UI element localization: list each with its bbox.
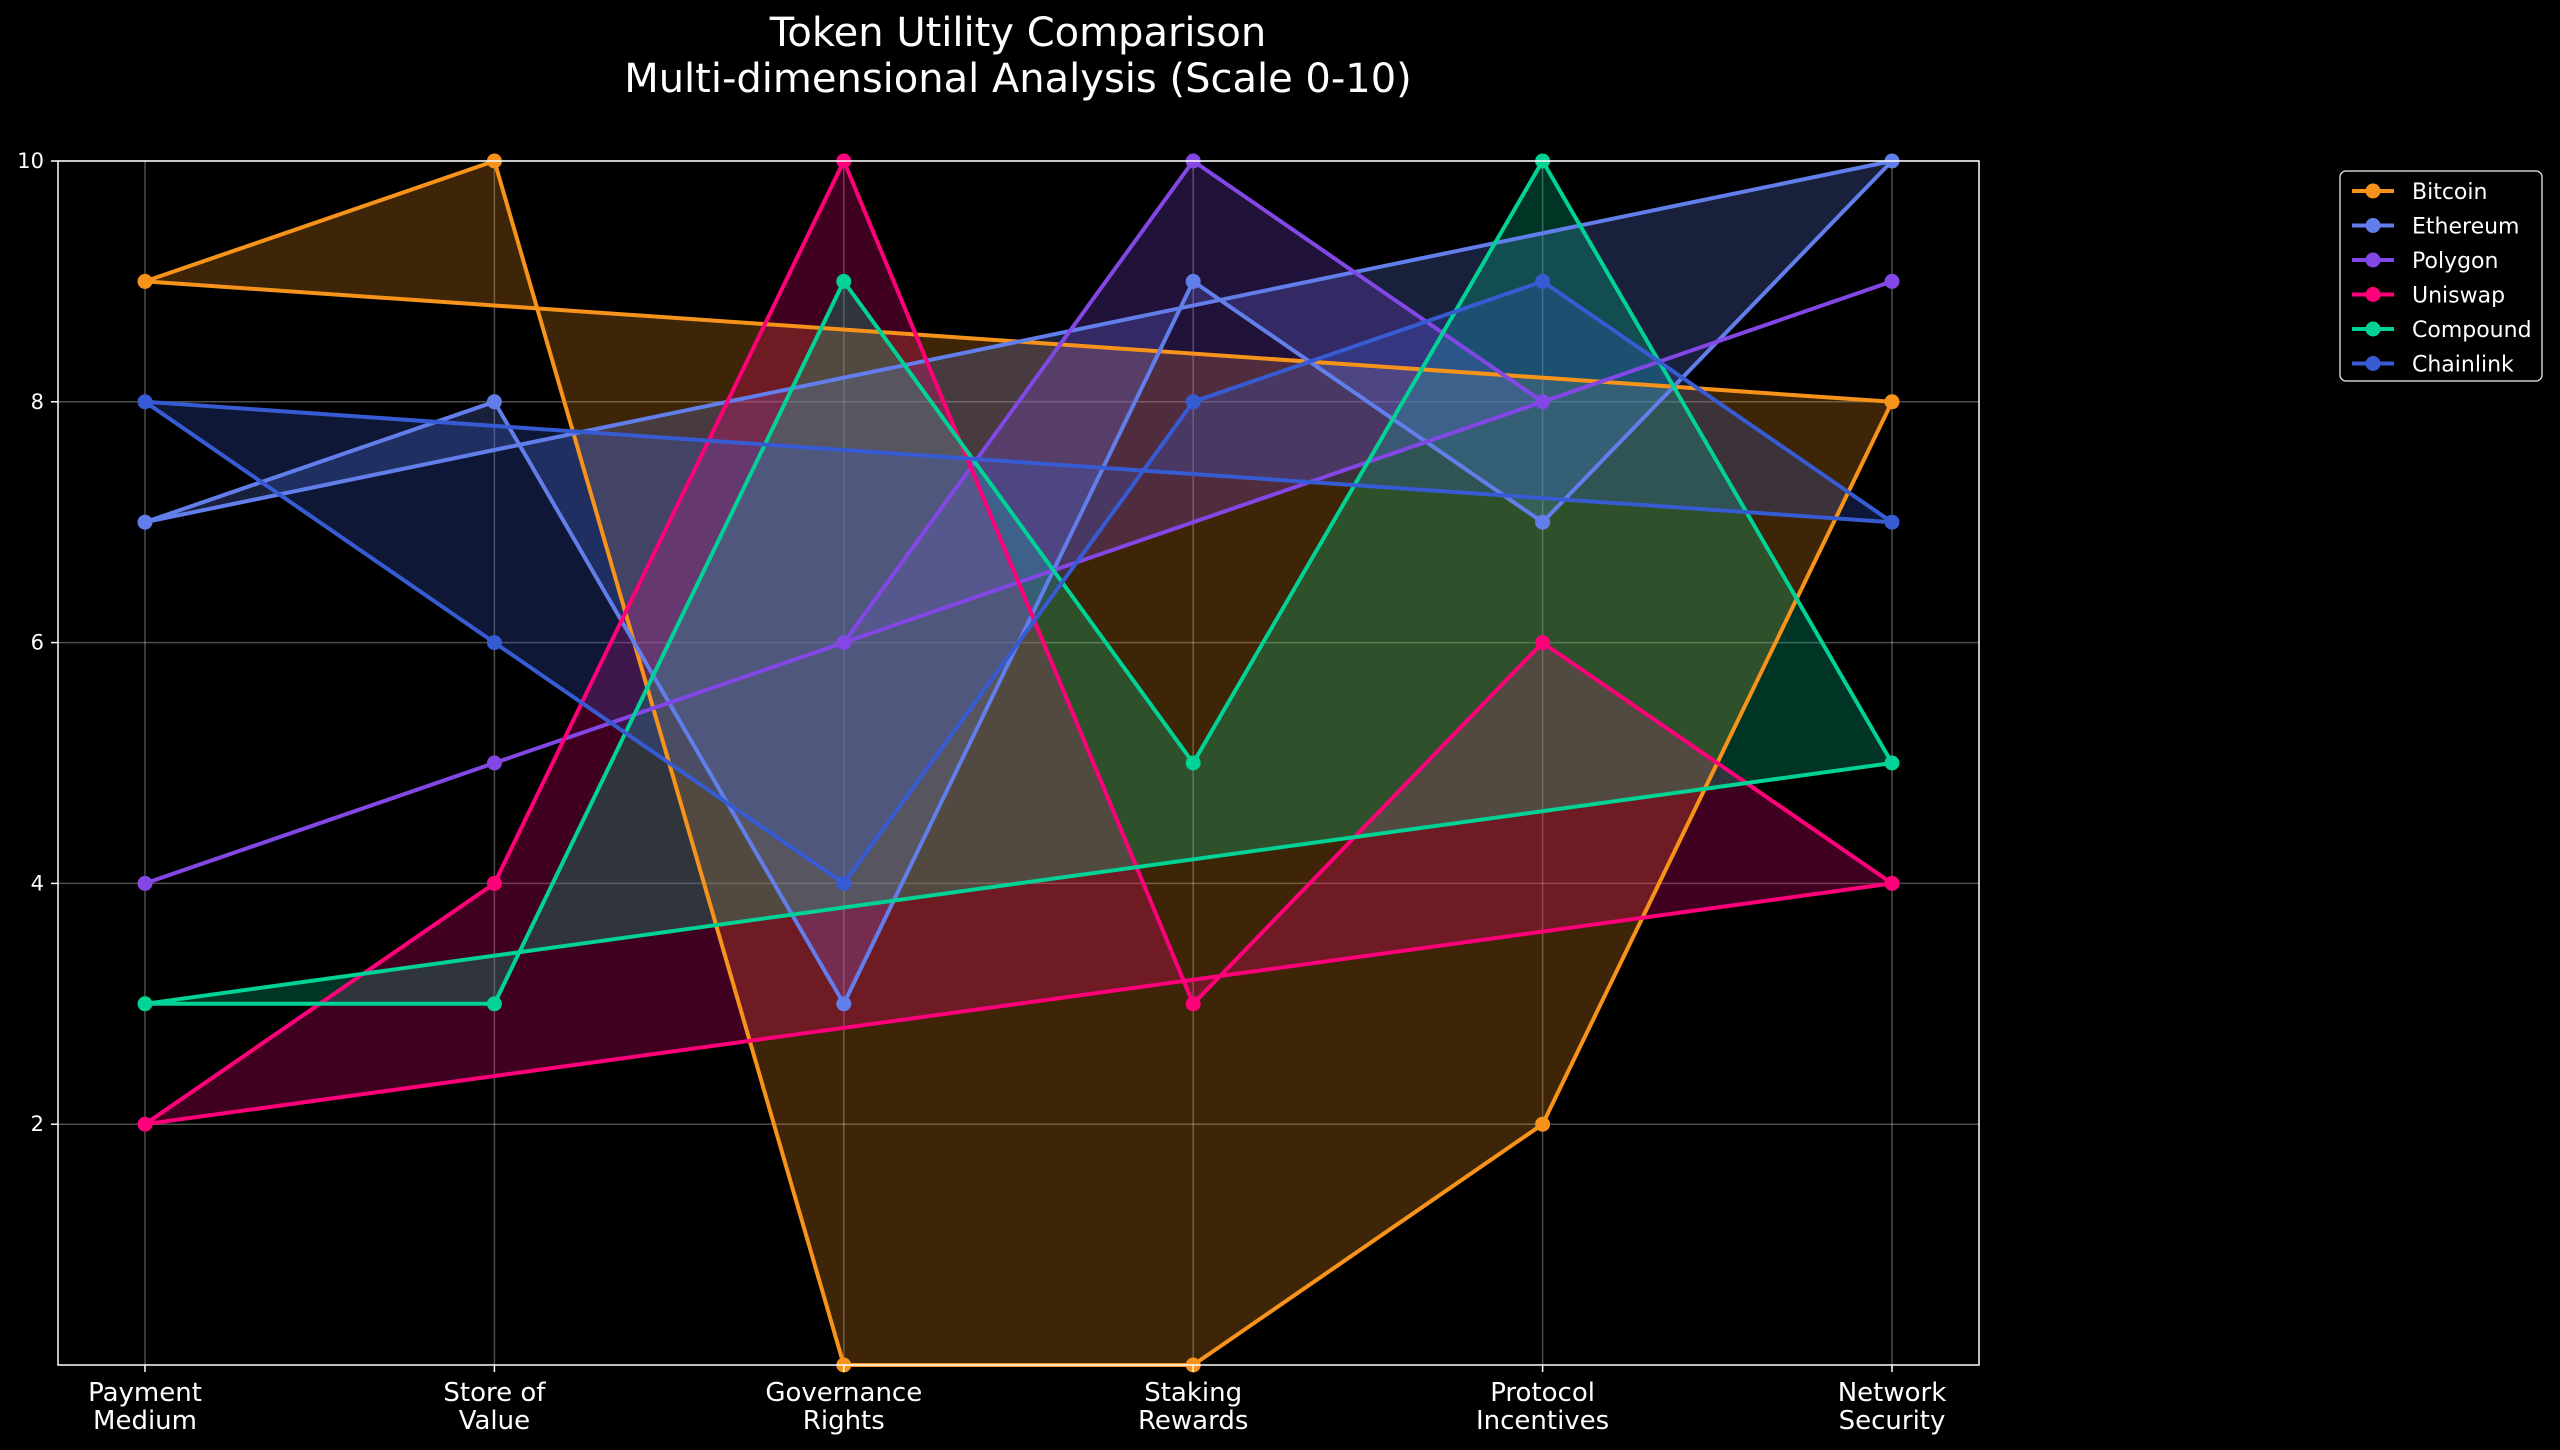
ethereum-point xyxy=(1185,273,1201,289)
legend-swatch-marker xyxy=(2365,287,2381,302)
chart-title-line-1: Token Utility Comparison xyxy=(769,10,1266,56)
ethereum-point xyxy=(836,996,852,1012)
chainlink-point xyxy=(486,635,502,651)
compound-point xyxy=(1185,755,1201,771)
legend-label: Ethereum xyxy=(2412,215,2519,240)
legend-swatch-marker xyxy=(2365,252,2381,268)
plot-frame xyxy=(57,160,1980,1366)
ethereum-point xyxy=(486,394,502,410)
y-tick-label: 8 xyxy=(31,390,44,414)
compound-point xyxy=(486,996,502,1012)
legend-item-bitcoin[interactable]: Bitcoin xyxy=(2352,180,2487,205)
chainlink-point xyxy=(137,394,153,410)
y-tick-label: 6 xyxy=(31,631,44,655)
uniswap-point xyxy=(137,1116,153,1132)
polygon-point xyxy=(1535,394,1551,410)
compound-point xyxy=(1884,755,1900,771)
x-tick-label: Staking xyxy=(1144,1378,1242,1408)
polygon-point xyxy=(486,755,502,771)
legend-label: Bitcoin xyxy=(2412,180,2487,205)
chainlink-point xyxy=(1884,514,1900,530)
y-tick-label: 2 xyxy=(31,1112,44,1136)
x-tick-label: Network xyxy=(1838,1378,1947,1408)
legend-item-ethereum[interactable]: Ethereum xyxy=(2352,215,2519,240)
compound-point xyxy=(137,996,153,1012)
uniswap-point xyxy=(1884,875,1900,891)
chainlink-point xyxy=(1535,273,1551,289)
x-tick-label: Incentives xyxy=(1476,1406,1609,1436)
x-tick-label: Medium xyxy=(93,1406,197,1436)
ethereum-point xyxy=(137,514,153,530)
bitcoin-point xyxy=(137,273,153,289)
x-tick-label: Security xyxy=(1839,1406,1946,1436)
chart-title-line-2: Multi-dimensional Analysis (Scale 0-10) xyxy=(624,56,1412,102)
legend-label: Chainlink xyxy=(2412,353,2514,378)
x-tick-label: Rights xyxy=(803,1406,885,1436)
legend-label: Compound xyxy=(2412,318,2532,343)
bitcoin-point xyxy=(1884,394,1900,410)
x-tick-label: Store of xyxy=(443,1378,546,1408)
uniswap-point xyxy=(1185,996,1201,1012)
x-tick-label: Value xyxy=(459,1406,530,1436)
compound-point xyxy=(836,273,852,289)
x-tick-label: Rewards xyxy=(1138,1406,1248,1436)
chainlink-point xyxy=(836,875,852,891)
x-tick-label: Protocol xyxy=(1490,1378,1595,1408)
legend-item-uniswap[interactable]: Uniswap xyxy=(2352,284,2505,309)
legend[interactable]: Bitcoin Ethereum Polygon Uniswap Compound Cha… xyxy=(2339,170,2543,382)
polygon-point xyxy=(1884,273,1900,289)
uniswap-point xyxy=(1535,635,1551,651)
polygon-point xyxy=(137,875,153,891)
legend-item-chainlink[interactable]: Chainlink xyxy=(2352,353,2514,378)
y-tick-label: 10 xyxy=(17,149,44,173)
legend-swatch-marker xyxy=(2365,183,2381,199)
x-tick-label: Payment xyxy=(88,1378,202,1408)
legend-label: Polygon xyxy=(2412,249,2498,274)
polygon-point xyxy=(836,635,852,651)
uniswap-point xyxy=(486,875,502,891)
y-tick-label: 4 xyxy=(31,871,44,895)
legend-swatch-marker xyxy=(2365,356,2381,371)
ethereum-point xyxy=(1535,514,1551,530)
legend-label: Uniswap xyxy=(2412,284,2505,309)
x-tick-label: Governance xyxy=(765,1378,922,1408)
legend-item-compound[interactable]: Compound xyxy=(2352,318,2532,343)
legend-item-polygon[interactable]: Polygon xyxy=(2352,249,2498,274)
chainlink-point xyxy=(1185,394,1201,410)
legend-swatch-marker xyxy=(2365,321,2381,337)
bitcoin-point xyxy=(1535,1116,1551,1132)
legend-swatch-marker xyxy=(2365,218,2381,233)
